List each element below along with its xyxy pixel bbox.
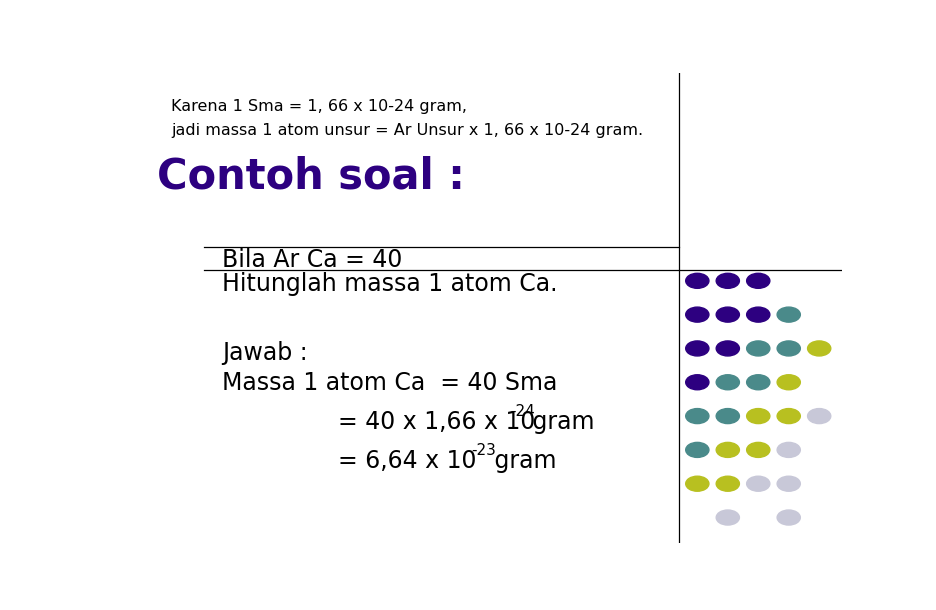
Circle shape (777, 510, 800, 525)
Circle shape (686, 341, 709, 356)
Circle shape (686, 409, 709, 423)
Text: -23: -23 (471, 443, 496, 458)
Text: gram: gram (525, 410, 595, 434)
Circle shape (686, 307, 709, 322)
Circle shape (716, 409, 739, 423)
Circle shape (747, 375, 770, 390)
Circle shape (777, 476, 800, 491)
Circle shape (777, 442, 800, 458)
Circle shape (747, 442, 770, 458)
Text: Jawab :: Jawab : (222, 341, 308, 365)
Circle shape (747, 341, 770, 356)
Text: Hitunglah massa 1 atom Ca.: Hitunglah massa 1 atom Ca. (222, 272, 558, 296)
Circle shape (777, 307, 800, 322)
Circle shape (716, 273, 739, 289)
Circle shape (716, 476, 739, 491)
Circle shape (716, 442, 739, 458)
Circle shape (716, 341, 739, 356)
Text: = 40 x 1,66 x 10: = 40 x 1,66 x 10 (338, 410, 535, 434)
Circle shape (747, 409, 770, 423)
Circle shape (747, 476, 770, 491)
Circle shape (747, 307, 770, 322)
Text: jadi massa 1 atom unsur = Ar Unsur x 1, 66 x 10-24 gram.: jadi massa 1 atom unsur = Ar Unsur x 1, … (171, 123, 644, 137)
Circle shape (716, 307, 739, 322)
Text: Bila Ar Ca = 40: Bila Ar Ca = 40 (222, 248, 402, 273)
Circle shape (686, 476, 709, 491)
Circle shape (808, 341, 831, 356)
Text: Massa 1 atom Ca  = 40 Sma: Massa 1 atom Ca = 40 Sma (222, 371, 558, 395)
Circle shape (686, 273, 709, 289)
Circle shape (686, 375, 709, 390)
Circle shape (747, 273, 770, 289)
Circle shape (716, 375, 739, 390)
Text: -24: -24 (510, 404, 534, 419)
Circle shape (777, 409, 800, 423)
Circle shape (686, 442, 709, 458)
Text: = 6,64 x 10: = 6,64 x 10 (338, 449, 476, 473)
Text: gram: gram (487, 449, 557, 473)
Circle shape (777, 375, 800, 390)
Text: Contoh soal :: Contoh soal : (157, 156, 465, 198)
Circle shape (716, 510, 739, 525)
Circle shape (808, 409, 831, 423)
Text: Karena 1 Sma = 1, 66 x 10-24 gram,: Karena 1 Sma = 1, 66 x 10-24 gram, (171, 99, 467, 114)
Circle shape (777, 341, 800, 356)
